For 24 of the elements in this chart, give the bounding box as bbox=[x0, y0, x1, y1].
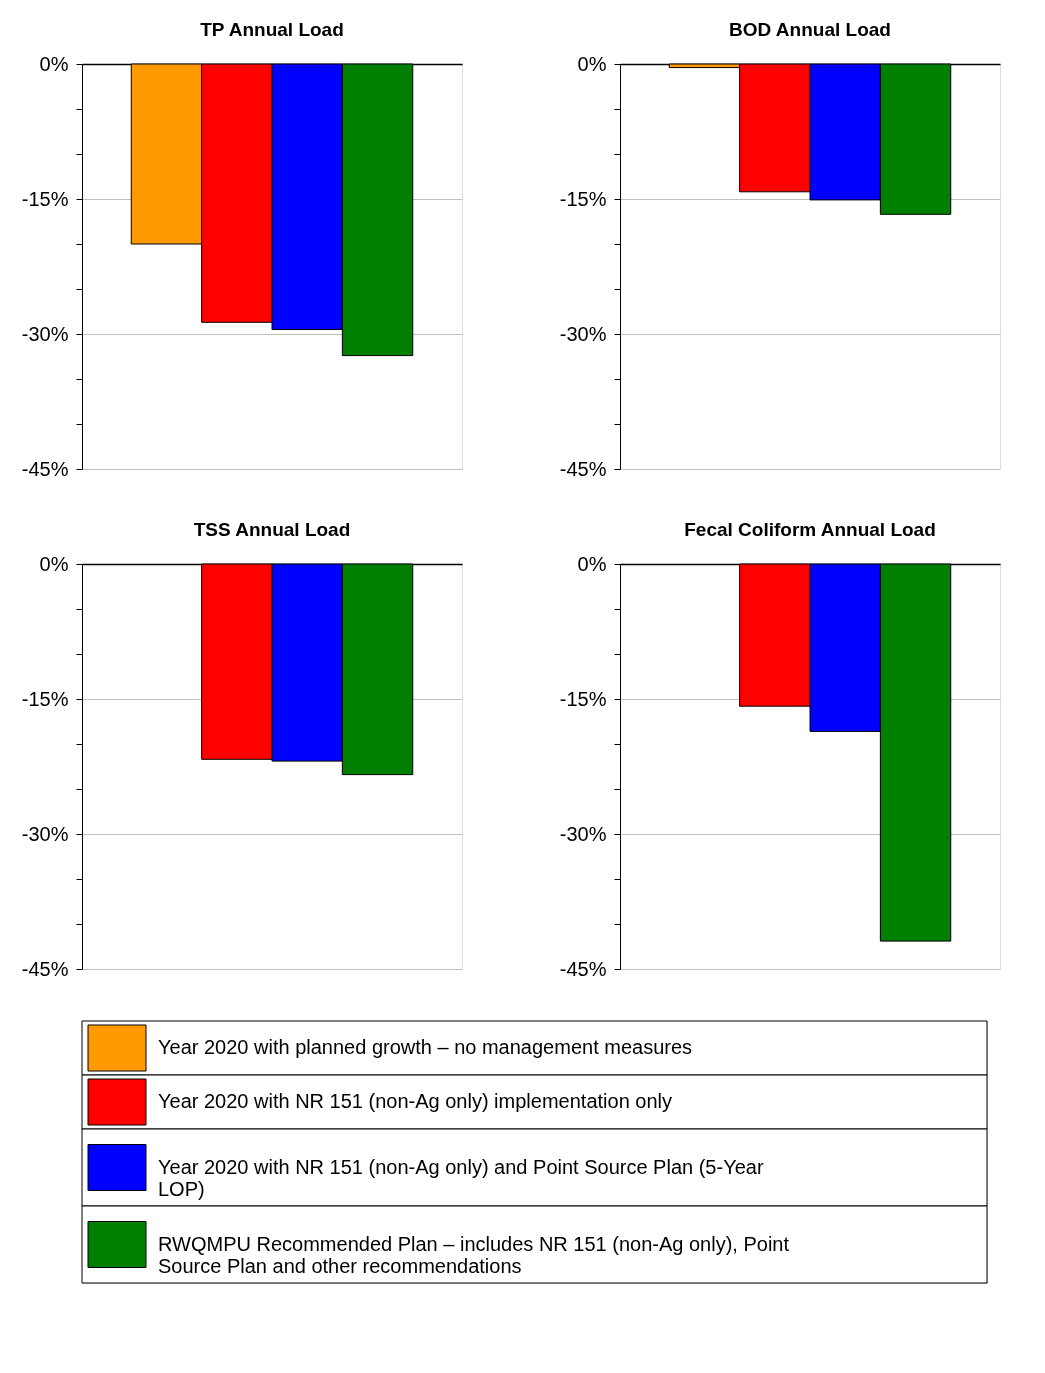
y-tick-label: 0% bbox=[577, 552, 607, 575]
y-tick-label: -30% bbox=[559, 822, 607, 845]
y-tick-label: 0% bbox=[39, 52, 69, 75]
y-tick-label: -45% bbox=[559, 957, 607, 980]
y-tick-label: -15% bbox=[21, 687, 69, 710]
y-tick-label: -45% bbox=[559, 457, 607, 480]
legend-label: Year 2020 with NR 151 (non-Ag only) implementation only bbox=[158, 1090, 672, 1112]
y-tick-label: -15% bbox=[21, 187, 69, 210]
y-tick-label: -30% bbox=[559, 322, 607, 345]
chart-title: Fecal Coliform Annual Load bbox=[684, 519, 936, 540]
y-tick-label: 0% bbox=[39, 552, 69, 575]
chart-title: TSS Annual Load bbox=[193, 519, 351, 540]
chart-title: TP Annual Load bbox=[200, 19, 344, 40]
y-tick-label: -30% bbox=[21, 322, 69, 345]
y-tick-label: -45% bbox=[21, 457, 69, 480]
legend-label: Year 2020 with NR 151 (non-Ag only) and Point Source Plan (5-Year LOP) bbox=[158, 1155, 764, 1200]
y-tick-label: -45% bbox=[21, 957, 69, 980]
legend-label: Year 2020 with planned growth – no management measures bbox=[158, 1036, 693, 1058]
y-tick-label: -30% bbox=[21, 822, 69, 845]
y-tick-label: -15% bbox=[559, 687, 607, 710]
chart-title: BOD Annual Load bbox=[729, 19, 891, 40]
legend-label: RWQMPU Recommended Plan – includes NR 151 (non-Ag only), Point Source Plan and other recommendations bbox=[158, 1232, 790, 1277]
y-tick-label: -15% bbox=[559, 187, 607, 210]
y-tick-label: 0% bbox=[577, 52, 607, 75]
